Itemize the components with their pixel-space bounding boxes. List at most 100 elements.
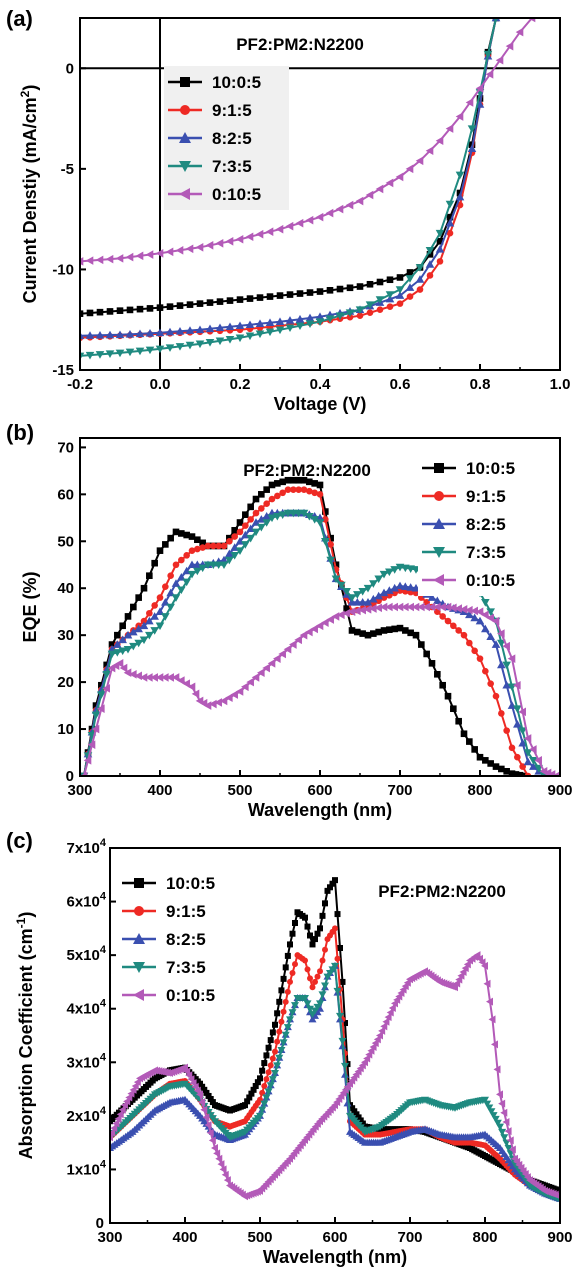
data-point: [208, 1136, 216, 1145]
data-point: [334, 955, 341, 962]
data-point: [135, 594, 142, 601]
y-tick-label: 70: [57, 439, 74, 456]
data-point: [481, 610, 489, 620]
data-point: [202, 1113, 210, 1122]
data-point: [402, 627, 409, 634]
data-point: [119, 622, 126, 630]
data-point: [342, 588, 351, 596]
data-point: [269, 1029, 276, 1036]
data-point: [195, 340, 205, 349]
data-point: [146, 305, 154, 312]
data-point: [161, 673, 169, 682]
data-point: [529, 745, 537, 754]
data-point: [306, 289, 314, 296]
data-point: [123, 668, 132, 678]
data-point: [332, 925, 338, 932]
data-point: [503, 768, 510, 775]
data-point: [86, 309, 94, 317]
legend-item-9-1-5: 9:1:5: [168, 101, 252, 120]
data-point: [145, 631, 154, 640]
data-point: [210, 542, 217, 550]
data-point: [481, 624, 490, 633]
data-point: [177, 586, 186, 595]
legend-item-9-1-5: 9:1:5: [122, 902, 206, 921]
data-point: [252, 509, 260, 517]
legend-marker: [133, 962, 145, 973]
data-point: [250, 1086, 257, 1093]
data-point: [252, 1083, 259, 1090]
data-point: [135, 251, 144, 261]
data-point: [217, 1160, 225, 1169]
legend-label: 8:2:5: [466, 515, 506, 534]
data-point: [125, 252, 134, 262]
data-point: [427, 602, 436, 612]
data-point: [172, 528, 180, 536]
data-point: [91, 711, 101, 720]
data-point: [199, 539, 206, 547]
data-point: [277, 1047, 286, 1055]
data-point: [351, 1108, 358, 1115]
data-point: [95, 331, 105, 339]
legend-marker: [179, 161, 191, 172]
data-point: [191, 1082, 199, 1091]
data-point: [275, 1054, 284, 1062]
data-point: [129, 1085, 137, 1094]
legend: 10:0:5 9:1:5 8:2:5 7:3:5 0:10:5: [118, 867, 248, 1011]
data-point: [327, 541, 334, 548]
data-point: [155, 249, 164, 258]
data-point: [422, 602, 430, 612]
data-point: [498, 765, 505, 773]
legend-marker: [433, 518, 445, 529]
data-point: [261, 1060, 268, 1067]
data-point: [259, 1089, 266, 1096]
data-point: [175, 343, 185, 351]
data-point: [306, 478, 313, 486]
data-point: [209, 699, 217, 709]
data-point: [481, 599, 490, 607]
panel-b: 300 400 500 600 700 800 900 0 10 20 30 40 50 60 70 Wave…: [6, 420, 573, 820]
data-point: [508, 770, 516, 776]
legend-marker: [134, 878, 144, 888]
x-tick-label: 900: [547, 1229, 572, 1246]
data-point: [256, 294, 264, 301]
data-point: [226, 297, 234, 304]
data-point: [491, 616, 500, 626]
x-tick-label: 600: [307, 782, 332, 799]
data-point: [123, 645, 133, 654]
x-tick-label: 900: [547, 782, 572, 799]
x-tick-label: 300: [97, 1229, 122, 1246]
series-0-10-5: [110, 951, 560, 1201]
legend-item-9-1-5: 9:1:5: [422, 487, 506, 506]
data-point: [305, 627, 313, 637]
data-point: [123, 630, 133, 639]
data-point: [245, 320, 255, 329]
data-point: [287, 978, 293, 985]
data-point: [171, 579, 181, 587]
data-point: [185, 1071, 193, 1080]
data-point: [176, 302, 184, 309]
data-point: [365, 301, 375, 309]
data-point: [310, 624, 318, 634]
data-point: [417, 602, 425, 612]
data-point: [407, 629, 414, 637]
data-point: [295, 218, 304, 228]
data-point: [496, 1123, 504, 1131]
data-point: [343, 605, 350, 612]
data-point: [342, 1020, 348, 1026]
data-point: [166, 603, 175, 612]
data-point: [459, 967, 467, 976]
data-point: [504, 1145, 513, 1152]
legend-item-8-2-5: 8:2:5: [122, 930, 206, 949]
x-tick-label: 0.6: [390, 376, 411, 393]
data-point: [87, 740, 96, 750]
data-point: [166, 303, 174, 310]
data-point: [193, 1086, 201, 1095]
data-point: [150, 612, 159, 620]
data-point: [379, 570, 389, 579]
data-point: [278, 1018, 285, 1025]
data-point: [182, 679, 190, 688]
data-point: [273, 512, 282, 521]
data-point: [193, 567, 202, 576]
data-point: [466, 639, 473, 647]
